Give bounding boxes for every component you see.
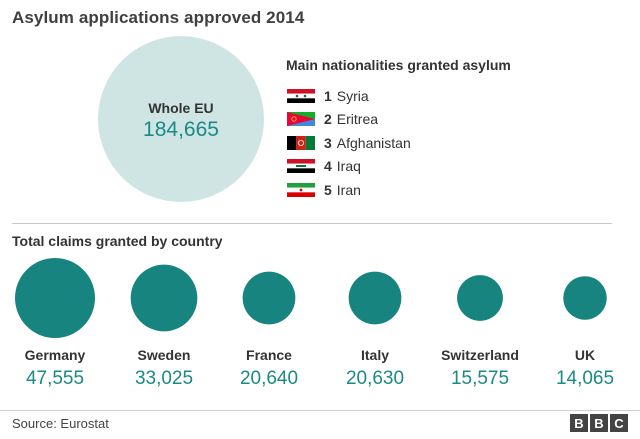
country-name: UK: [574, 347, 596, 363]
nationality-name: Eritrea: [336, 111, 379, 128]
bbc-logo-letter: C: [610, 414, 628, 432]
country-value: 14,065: [555, 368, 615, 389]
nationality-name: Iran: [336, 181, 361, 198]
nationality-rank: 2: [324, 111, 332, 128]
nationality-name: Syria: [336, 87, 369, 104]
chart-title: Asylum applications approved 2014: [12, 8, 305, 27]
bubble-france: [242, 271, 296, 325]
country-value: 47,555: [25, 368, 85, 389]
whole-eu-value: 184,665: [143, 118, 219, 141]
section-divider: [12, 223, 612, 224]
country-name: Germany: [24, 347, 86, 363]
nationality-rank: 1: [324, 87, 332, 104]
bbc-logo: B B C: [570, 414, 628, 432]
footer-divider: [0, 410, 640, 411]
country-value: 20,630: [345, 368, 405, 389]
bubble-sweden: [130, 264, 198, 332]
country-name: Sweden: [137, 347, 191, 363]
afghanistan-flag-icon: [287, 135, 315, 150]
bubble-italy: [348, 271, 402, 325]
country-name: Switzerland: [441, 347, 519, 363]
country-value: 20,640: [239, 368, 299, 389]
nationality-item: 3 Afghanistan: [287, 131, 411, 155]
syria-flag-icon: [287, 88, 315, 103]
nationalities-heading: Main nationalities granted asylum: [286, 57, 511, 73]
country-name: Italy: [360, 347, 389, 363]
iraq-flag-icon: [287, 159, 315, 174]
country-value: 15,575: [450, 368, 510, 389]
nationalities-list: 1 Syria 2 Eritrea 3 Afghanistan 4 Iraq 5…: [287, 84, 411, 202]
nationality-rank: 3: [324, 134, 332, 151]
whole-eu-label: Whole EU: [148, 100, 214, 116]
claims-heading: Total claims granted by country: [12, 233, 223, 249]
nationality-item: 5 Iran: [287, 178, 411, 202]
iran-flag-icon: [287, 182, 315, 197]
eritrea-flag-icon: [287, 112, 315, 127]
bubble-germany: [15, 258, 95, 338]
nationality-item: 1 Syria: [287, 84, 411, 108]
source-note: Source: Eurostat: [12, 416, 109, 431]
nationality-item: 4 Iraq: [287, 155, 411, 179]
nationality-item: 2 Eritrea: [287, 108, 411, 132]
nationality-name: Afghanistan: [336, 134, 411, 151]
country-name: France: [246, 347, 292, 363]
bubble-switzerland: [457, 275, 503, 321]
nationality-name: Iraq: [336, 158, 361, 175]
nationality-rank: 4: [324, 158, 332, 175]
whole-eu-circle: [98, 36, 264, 202]
bbc-logo-letter: B: [570, 414, 588, 432]
bubble-uk: [563, 276, 607, 320]
nationality-rank: 5: [324, 181, 332, 198]
country-value: 33,025: [134, 368, 194, 389]
bbc-logo-letter: B: [590, 414, 608, 432]
